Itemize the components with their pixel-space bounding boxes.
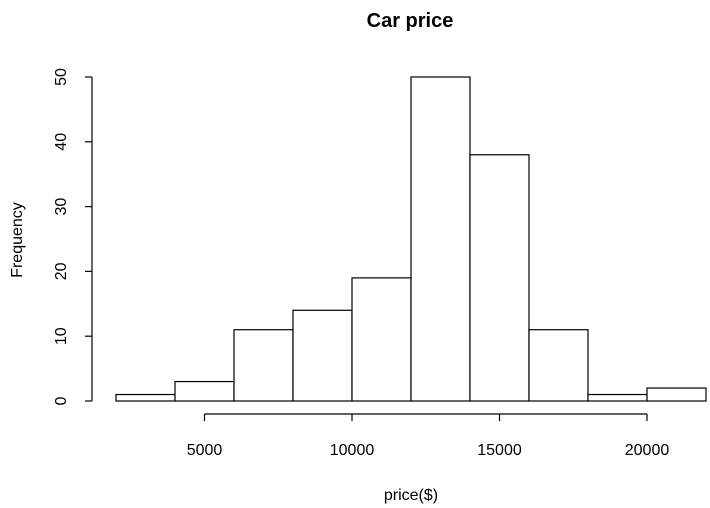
histogram-bar (469, 154, 530, 402)
histogram-bar (233, 329, 294, 402)
histogram-bar (410, 76, 471, 402)
x-tick-label: 5000 (187, 442, 223, 459)
histogram-bars (115, 76, 707, 402)
histogram-bar (292, 309, 353, 402)
x-axis: 5000 10000 15000 20000 (187, 413, 670, 459)
histogram-bar (115, 393, 176, 402)
y-tick-label: 10 (53, 327, 70, 345)
histogram-bar (528, 329, 589, 402)
histogram-bar (587, 393, 648, 402)
x-tick-label: 20000 (625, 442, 670, 459)
x-tick-label: 10000 (330, 442, 375, 459)
y-tick-label: 0 (53, 396, 70, 405)
histogram-bar (351, 277, 412, 402)
y-axis-label: Frequency (9, 202, 26, 278)
histogram-bar (174, 380, 235, 402)
y-tick-label: 30 (53, 198, 70, 216)
x-tick-label: 15000 (477, 442, 522, 459)
y-axis: 0 10 20 30 40 50 (53, 68, 93, 405)
y-tick-label: 20 (53, 262, 70, 280)
chart-title: Car price (367, 10, 454, 32)
x-axis-label: price($) (384, 487, 438, 504)
y-tick-label: 40 (53, 133, 70, 151)
histogram-bar (646, 387, 707, 402)
y-tick-label: 50 (53, 68, 70, 86)
